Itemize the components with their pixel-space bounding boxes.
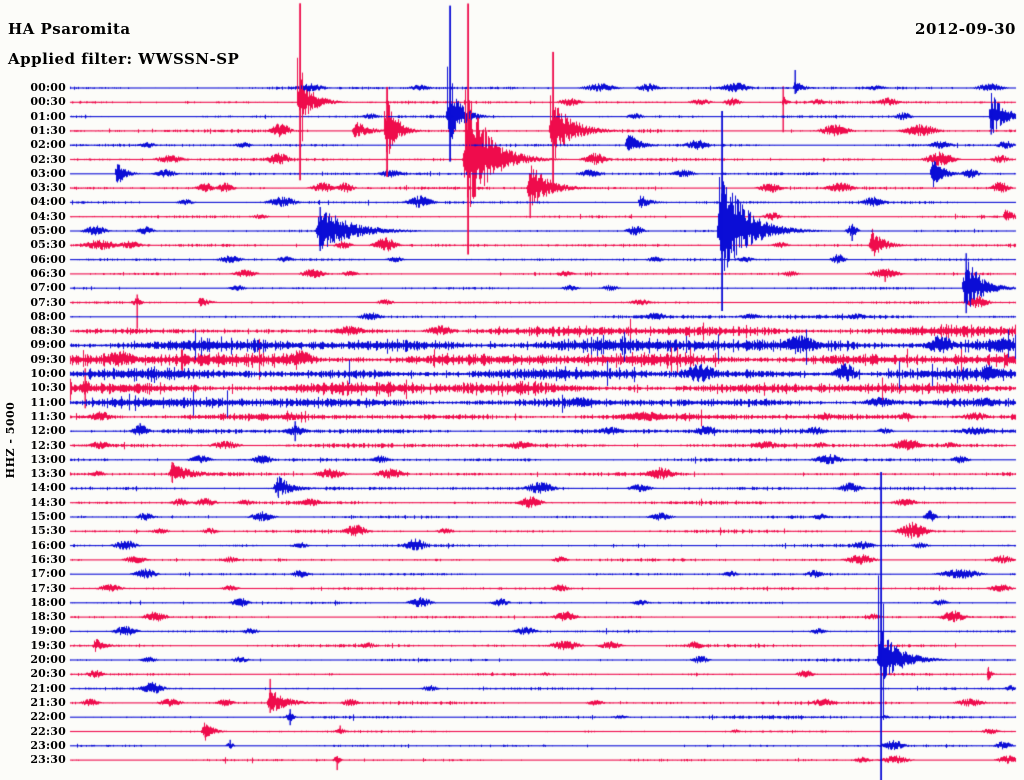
- trace-time-label: 15:30: [30, 524, 66, 538]
- trace-time-label: 14:30: [30, 495, 66, 509]
- trace-time-label: 13:00: [30, 452, 66, 466]
- trace-time-label: 17:00: [30, 567, 66, 581]
- trace-time-label: 09:00: [30, 338, 66, 352]
- trace-time-label: 12:30: [30, 438, 66, 452]
- trace-time-label: 07:00: [30, 281, 66, 295]
- date-label: 2012-09-30: [915, 20, 1016, 38]
- trace-time-label: 23:00: [30, 738, 66, 752]
- trace-time-label: 01:00: [30, 109, 66, 123]
- trace-time-label: 12:00: [30, 424, 66, 438]
- trace-time-label: 00:30: [30, 95, 66, 109]
- trace-time-label: 04:00: [30, 195, 66, 209]
- trace-time-label: 08:00: [30, 309, 66, 323]
- trace-time-label: 03:00: [30, 166, 66, 180]
- trace-time-label: 03:30: [30, 181, 66, 195]
- applied-filter-label: Applied filter: WWSSN-SP: [8, 50, 240, 68]
- trace-time-label: 05:00: [30, 224, 66, 237]
- trace-time-label: 16:00: [30, 538, 66, 552]
- trace-time-label: 14:00: [30, 481, 66, 495]
- trace-time-label: 10:00: [30, 367, 66, 380]
- trace-time-label: 06:30: [30, 266, 66, 280]
- trace-time-label: 11:00: [30, 395, 66, 409]
- station-name: HA Psaromita: [8, 20, 131, 38]
- trace-time-label: 09:30: [30, 352, 66, 366]
- channel-gain-label: HHZ - 5000: [4, 401, 17, 479]
- trace-time-label: 16:30: [30, 552, 66, 566]
- trace-time-label: 18:30: [30, 610, 66, 624]
- trace-time-label: 04:30: [30, 209, 66, 223]
- trace-time-label: 05:30: [30, 238, 66, 252]
- trace-time-label: 19:00: [30, 624, 66, 638]
- trace-time-label: 17:30: [30, 581, 66, 595]
- trace-time-label: 18:00: [30, 595, 66, 609]
- trace-time-label: 02:30: [30, 152, 66, 166]
- trace-time-label: 07:30: [30, 295, 66, 309]
- trace-time-label: 13:30: [30, 467, 66, 481]
- trace-time-label: 22:30: [30, 724, 66, 738]
- trace-time-label: 21:30: [30, 695, 66, 709]
- trace-time-label: 19:30: [30, 638, 66, 652]
- trace-time-label: 15:00: [30, 510, 66, 523]
- trace-time-label: 02:00: [30, 138, 66, 152]
- trace-time-label: 10:30: [30, 381, 66, 395]
- trace-time-label: 21:00: [30, 681, 66, 695]
- trace-time-label: 11:30: [30, 409, 66, 423]
- trace-time-label: 23:30: [30, 753, 66, 767]
- trace-time-label: 00:00: [30, 81, 66, 94]
- trace-time-label: 22:00: [30, 710, 66, 724]
- trace-time-label: 08:30: [30, 324, 66, 338]
- trace-time-label: 01:30: [30, 123, 66, 137]
- trace-time-label: 20:30: [30, 667, 66, 681]
- trace-time-label: 20:00: [30, 653, 66, 666]
- trace-time-label: 06:00: [30, 252, 66, 266]
